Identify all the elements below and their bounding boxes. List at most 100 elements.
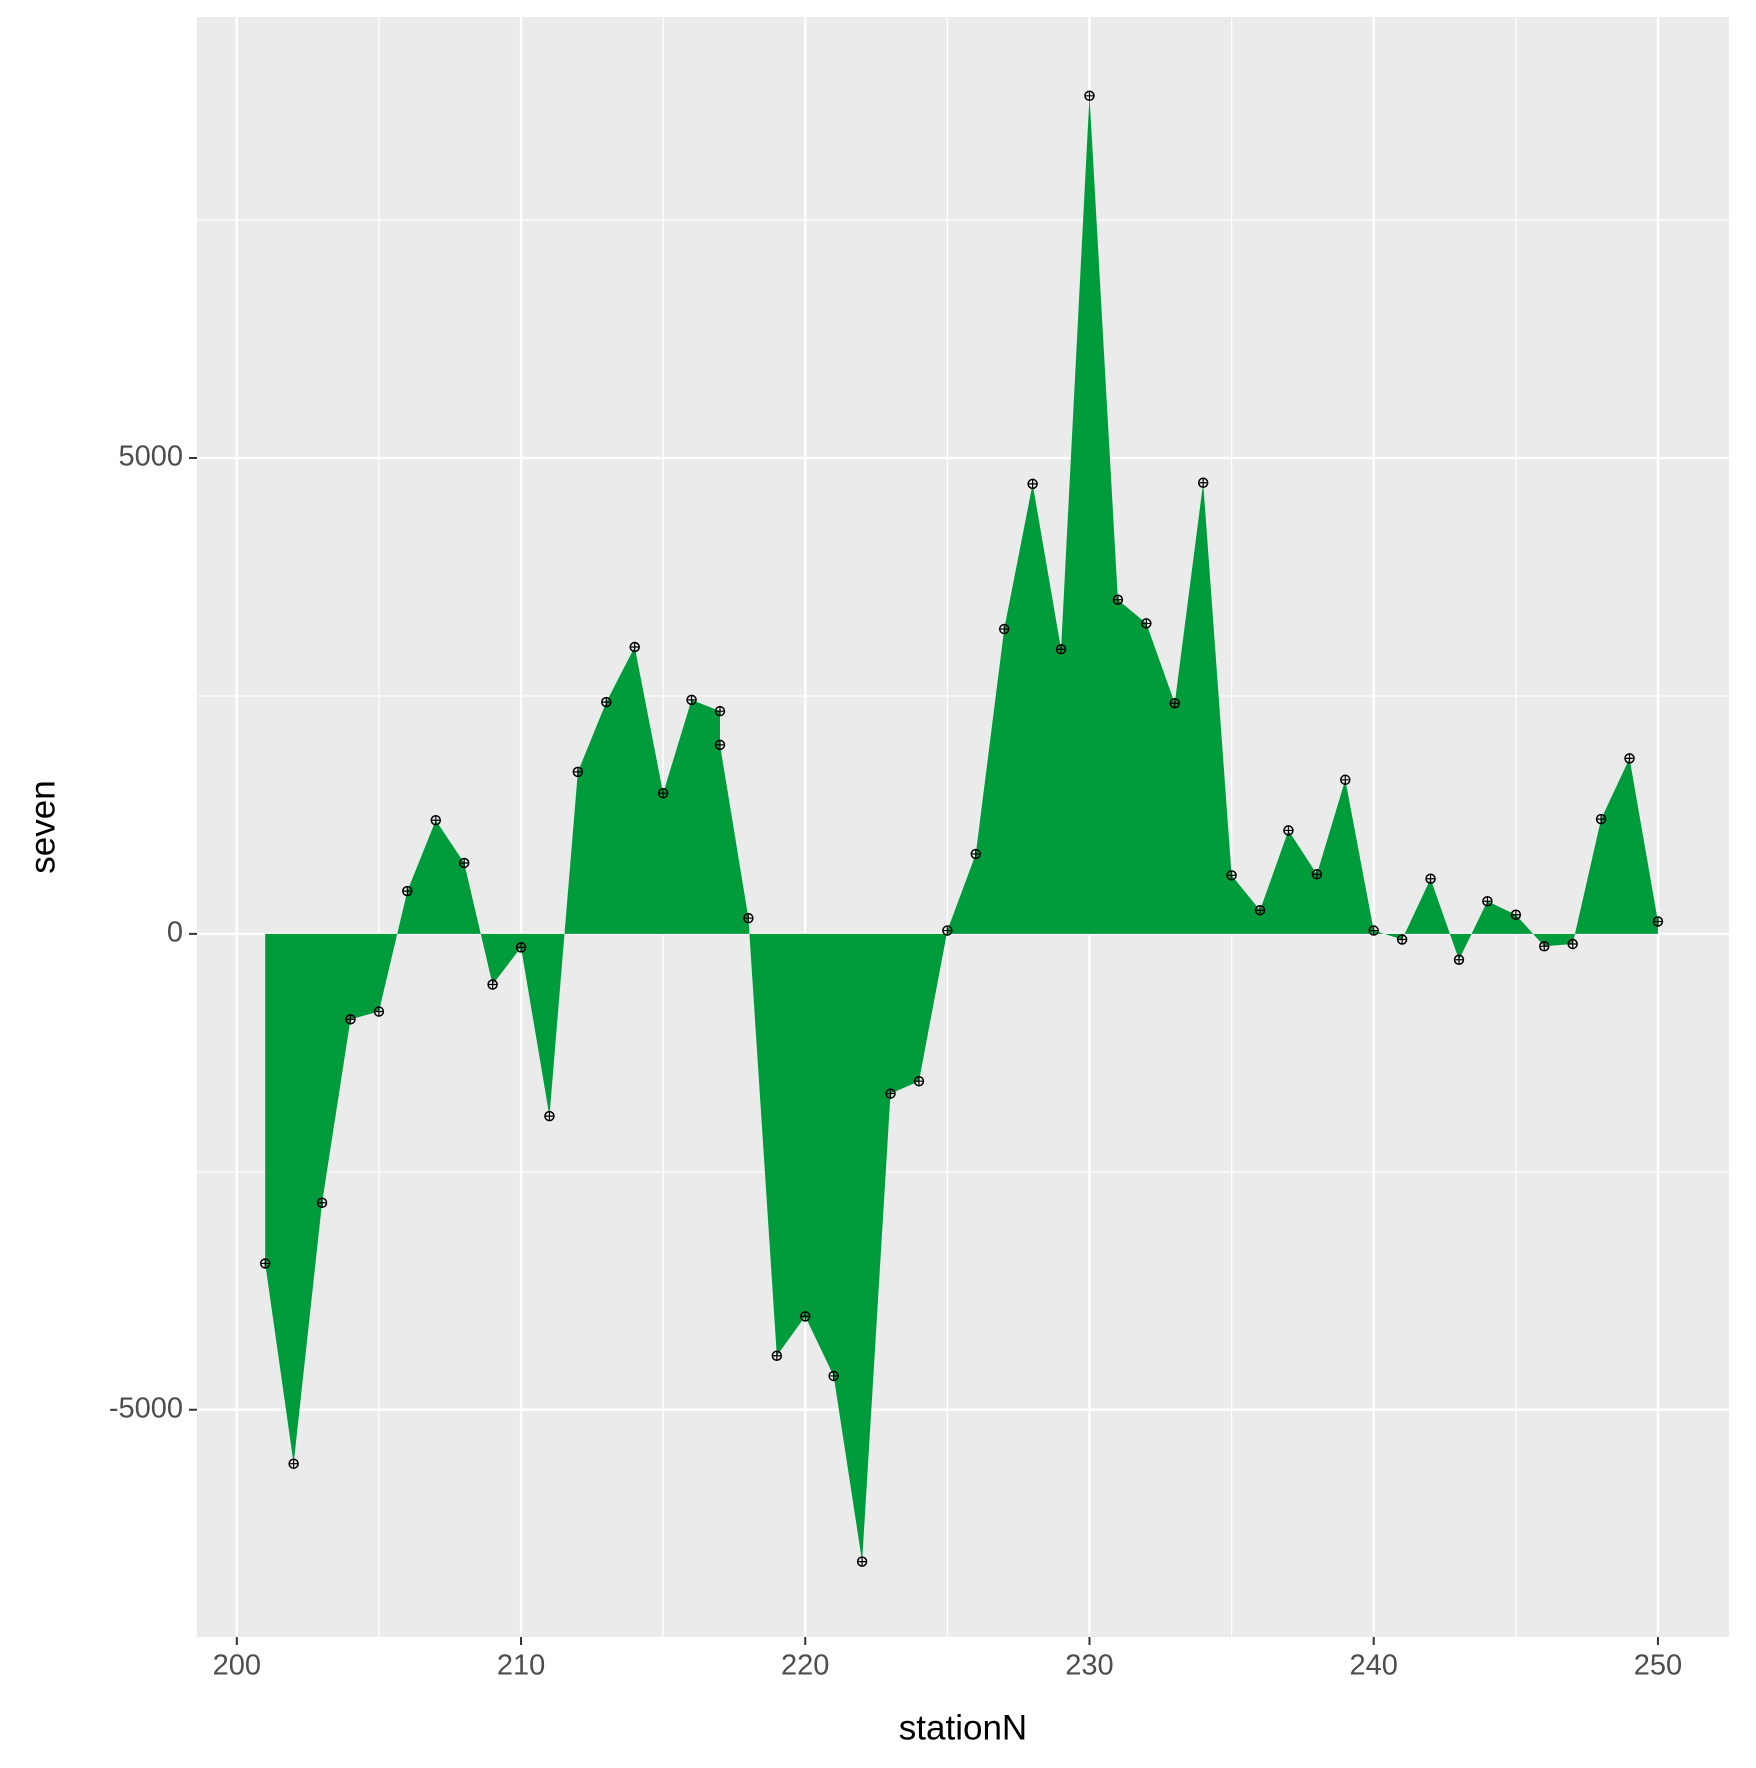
- x-tick-label: 230: [1065, 1650, 1113, 1682]
- point-cross: [800, 1311, 810, 1321]
- point-cross: [1227, 870, 1237, 880]
- point: [771, 1350, 783, 1362]
- point: [629, 641, 640, 653]
- point: [1595, 813, 1607, 825]
- point: [544, 1110, 555, 1122]
- point-cross: [1170, 698, 1180, 708]
- point-cross: [1141, 618, 1151, 628]
- point: [1453, 954, 1465, 966]
- point: [1226, 870, 1237, 881]
- point: [1539, 940, 1550, 952]
- point-cross: [1426, 874, 1436, 884]
- point-cross: [687, 695, 697, 705]
- point-cross: [857, 1557, 867, 1567]
- x-tick-label: 220: [781, 1650, 829, 1682]
- point-cross: [942, 926, 952, 936]
- point: [1169, 698, 1181, 709]
- point-cross: [402, 886, 412, 896]
- point: [515, 942, 527, 953]
- point-cross: [1056, 644, 1066, 654]
- point: [856, 1556, 868, 1567]
- point-cross: [1539, 941, 1549, 951]
- x-axis-title: stationN: [899, 1708, 1027, 1747]
- y-axis-title: seven: [23, 780, 62, 873]
- point: [998, 623, 1010, 635]
- point-cross: [1596, 814, 1606, 824]
- point: [800, 1311, 811, 1322]
- point: [885, 1088, 896, 1099]
- point-cross: [289, 1459, 299, 1469]
- plot: [259, 90, 1664, 1567]
- point: [1254, 905, 1266, 916]
- point-cross: [573, 767, 583, 777]
- point-cross: [743, 913, 753, 923]
- point: [601, 696, 612, 708]
- point: [1197, 477, 1209, 489]
- point-cross: [260, 1258, 270, 1268]
- point-cross: [829, 1371, 839, 1381]
- point: [714, 705, 726, 717]
- point-cross: [1511, 910, 1521, 920]
- point-cross: [715, 740, 725, 750]
- point-cross: [1255, 905, 1265, 915]
- point-cross: [1454, 955, 1464, 965]
- point-cross: [1028, 479, 1038, 489]
- x-tick-label: 210: [497, 1650, 545, 1682]
- point-cross: [1198, 478, 1208, 488]
- point-cross: [999, 624, 1009, 634]
- point-cross: [1113, 595, 1123, 605]
- point: [345, 1014, 356, 1025]
- point: [657, 787, 669, 799]
- point: [487, 979, 498, 990]
- y-tick-label: 0: [167, 917, 183, 949]
- x-tick-label: 200: [213, 1650, 261, 1682]
- point-cross: [317, 1198, 327, 1208]
- point: [1624, 753, 1635, 764]
- point-cross: [488, 980, 498, 990]
- point: [1141, 618, 1152, 629]
- point-cross: [1625, 753, 1635, 763]
- point: [1055, 643, 1067, 655]
- point: [1567, 938, 1578, 950]
- point-cross: [1369, 926, 1379, 936]
- point: [1482, 895, 1493, 907]
- point-cross: [345, 1014, 355, 1024]
- x-tick-label: 240: [1350, 1650, 1398, 1682]
- point: [402, 885, 413, 897]
- point-cross: [459, 858, 469, 868]
- point-cross: [971, 849, 981, 859]
- point-cross: [658, 788, 668, 798]
- point: [714, 739, 726, 751]
- point: [1396, 934, 1408, 945]
- y-tick-label: 5000: [118, 441, 183, 473]
- point: [1311, 869, 1323, 880]
- point-cross: [1283, 825, 1293, 835]
- point: [1340, 774, 1351, 786]
- point: [686, 694, 697, 706]
- point: [259, 1258, 271, 1269]
- point: [970, 848, 982, 860]
- point-cross: [1312, 869, 1322, 879]
- point: [913, 1075, 925, 1087]
- point: [430, 814, 442, 826]
- point-cross: [1397, 934, 1407, 944]
- point-cross: [630, 642, 640, 652]
- point-cross: [1340, 775, 1350, 785]
- panel: [197, 17, 1729, 1637]
- point-cross: [1568, 939, 1578, 949]
- point-cross: [914, 1076, 924, 1086]
- point: [1112, 594, 1124, 605]
- point: [1368, 925, 1379, 936]
- point: [1027, 478, 1038, 490]
- point: [288, 1458, 299, 1469]
- point-cross: [1482, 896, 1492, 906]
- point: [1084, 90, 1095, 102]
- point: [373, 1006, 385, 1017]
- point-cross: [516, 942, 526, 952]
- point: [1283, 825, 1294, 836]
- point-cross: [431, 815, 441, 825]
- point-cross: [886, 1089, 896, 1099]
- point-cross: [1084, 91, 1094, 101]
- point: [316, 1197, 328, 1208]
